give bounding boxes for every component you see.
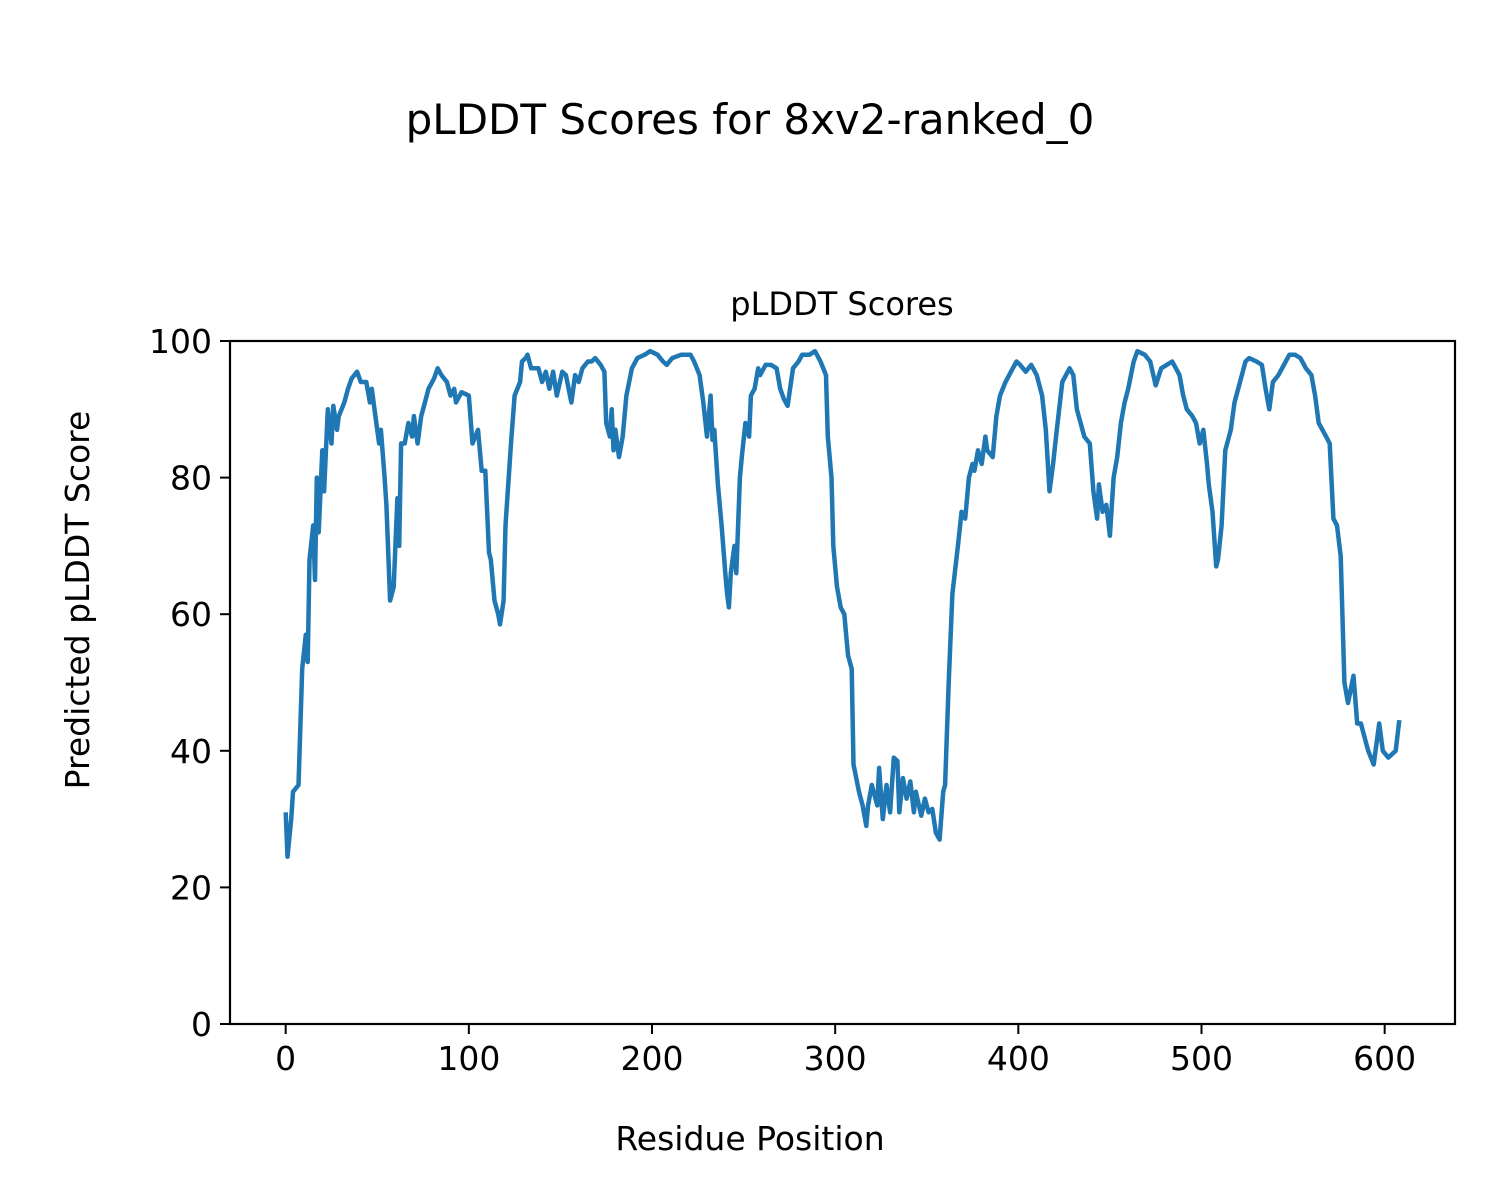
y-axis-label: Predicted pLDDT Score <box>58 411 97 790</box>
x-tick-label: 100 <box>437 1039 500 1078</box>
x-tick-label: 200 <box>621 1039 684 1078</box>
y-tick-label: 40 <box>170 732 212 771</box>
y-tick-label: 80 <box>170 459 212 498</box>
y-tick-label: 20 <box>170 868 212 907</box>
y-tick-label: 0 <box>191 1005 212 1044</box>
y-axis: 0 20 40 60 80 100 <box>149 322 230 1044</box>
plot-area <box>283 348 1402 859</box>
y-tick-label: 100 <box>149 322 212 361</box>
x-axis: 0 100 200 300 400 500 600 <box>275 1024 1416 1078</box>
axes-title: pLDDT Scores <box>730 285 953 323</box>
x-tick-label: 500 <box>1170 1039 1233 1078</box>
y-tick-label: 60 <box>170 595 212 634</box>
x-tick-label: 300 <box>804 1039 867 1078</box>
x-tick-label: 0 <box>275 1039 296 1078</box>
axes-frame <box>228 339 1457 1026</box>
x-tick-label: 400 <box>987 1039 1050 1078</box>
figure-title: pLDDT Scores for 8xv2-ranked_0 <box>406 95 1095 144</box>
x-tick-label: 600 <box>1353 1039 1416 1078</box>
series-line-plddt <box>283 348 1402 859</box>
x-axis-label: Residue Position <box>615 1119 884 1158</box>
